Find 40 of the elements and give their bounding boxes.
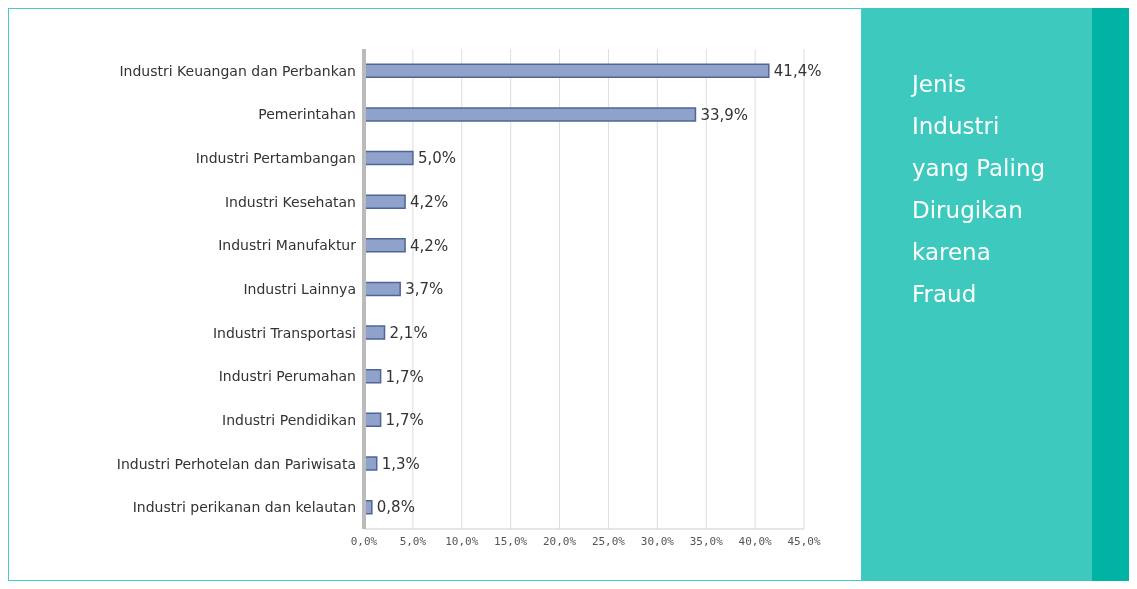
- bar: [364, 150, 414, 166]
- y-tick-label: Industri perikanan dan kelautan: [132, 499, 356, 516]
- bar: [364, 238, 406, 253]
- bar: [364, 325, 386, 340]
- data-label: 4,2%: [410, 236, 449, 255]
- x-tick-label: 0,0%: [350, 534, 378, 548]
- data-label: 33,9%: [700, 105, 749, 124]
- data-label: 41,4%: [773, 62, 822, 81]
- x-tick-label: 45,0%: [787, 534, 821, 548]
- data-label: 2,1%: [389, 323, 428, 342]
- data-label: 4,2%: [410, 193, 449, 212]
- y-tick-label: Industri Keuangan dan Perbankan: [119, 62, 356, 79]
- x-tick-label: 10,0%: [445, 534, 479, 548]
- y-tick-label: Industri Perumahan: [218, 368, 356, 385]
- x-tick-label: 5,0%: [399, 534, 427, 548]
- text: Jenis Industri yang Paling Dirugikan karena Fraud: [912, 70, 1047, 309]
- x-tick-label: 35,0%: [689, 534, 724, 548]
- y-tick-label: Industri Manufaktur: [218, 237, 357, 254]
- data-label: 0,8%: [376, 498, 415, 517]
- data-label: 1,3%: [381, 454, 420, 473]
- bar: [364, 107, 697, 122]
- y-tick-label: Pemerintahan: [258, 106, 356, 123]
- data-label: 5,0%: [417, 149, 456, 168]
- data-label: 1,7%: [385, 411, 424, 430]
- data-label: 1,7%: [385, 367, 424, 386]
- bar: [364, 194, 406, 209]
- y-tick-label: Industri Lainnya: [243, 280, 356, 297]
- y-tick-label: Industri Transportasi: [212, 324, 356, 341]
- y-tick-label: Industri Kesehatan: [224, 193, 356, 210]
- data-label: 3,7%: [405, 280, 444, 299]
- y-tick-label: Industri Pendidikan: [222, 411, 356, 428]
- x-tick-label: 40,0%: [738, 534, 773, 548]
- x-tick-label: 30,0%: [640, 534, 675, 548]
- x-tick-label: 15,0%: [494, 534, 528, 548]
- x-tick-label: 25,0%: [591, 534, 626, 548]
- x-tick-label: 20,0%: [542, 534, 577, 548]
- y-tick-label: Industri Pertambangan: [195, 150, 356, 167]
- y-tick-label: Industri Perhotelan dan Pariwisata: [116, 455, 356, 472]
- bar: [364, 63, 770, 79]
- bar: [364, 281, 401, 297]
